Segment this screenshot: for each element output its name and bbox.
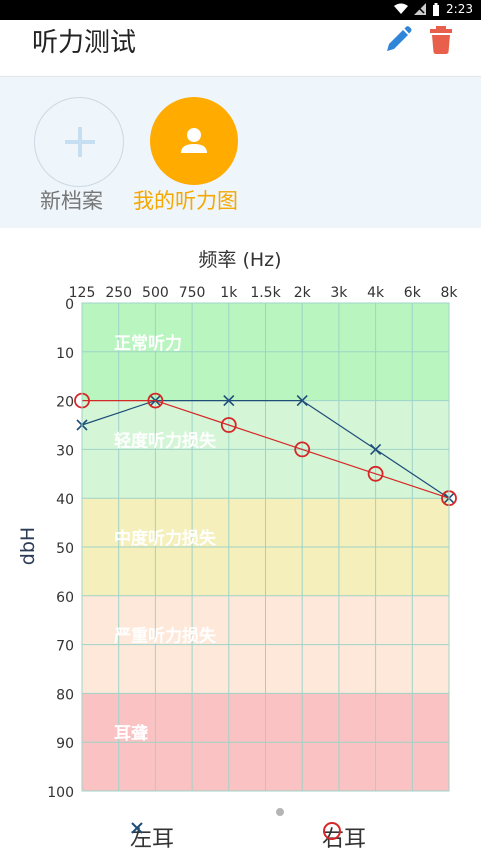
- audiogram-chart: 0 10 20 30 40 50 60 70 80 90 100 125 250 500 750 1k 1.5k…: [17, 249, 458, 801]
- y-tick-label: 10: [56, 346, 74, 362]
- plot-border: [81, 302, 450, 792]
- x-tick-label: 6k: [404, 285, 422, 301]
- legend-left-ear: 左耳: [130, 821, 174, 853]
- x-tick-label: 1.5k: [250, 285, 281, 301]
- band-label: 中度听力损失: [114, 528, 217, 549]
- app-bar: 听力测试: [0, 20, 481, 77]
- edit-icon[interactable]: [382, 24, 414, 56]
- my-audiogram-button[interactable]: [150, 97, 238, 185]
- x-tick-label: 750: [179, 285, 206, 301]
- y-tick-label: 50: [56, 541, 74, 557]
- x-tick-label: 3k: [330, 285, 348, 301]
- x-tick-label: 8k: [440, 285, 458, 301]
- y-axis-label: dbH: [17, 527, 39, 565]
- series-line-1: [82, 400, 450, 499]
- left-ear-point: [296, 395, 308, 407]
- right-ear-point: [147, 392, 164, 409]
- y-tick-label: 80: [56, 687, 74, 703]
- my-audiogram-label: 我的听力图: [133, 189, 238, 213]
- y-tick-label: 100: [47, 785, 74, 801]
- left-ear-point: [370, 443, 382, 455]
- left-ear-point: [223, 395, 235, 407]
- clock: 2:23: [446, 2, 473, 16]
- circle-marker-icon: [323, 822, 341, 840]
- page-title: 听力测试: [32, 28, 137, 58]
- battery-icon: [433, 2, 440, 16]
- y-tick-label: 0: [65, 297, 74, 313]
- right-ear-point: [367, 465, 384, 482]
- right-ear-point: [294, 441, 311, 458]
- y-tick-label: 70: [56, 639, 74, 655]
- signal-off-icon: [414, 3, 427, 15]
- cross-stroke: [370, 443, 382, 455]
- band-label: 正常听力: [114, 333, 182, 354]
- page-indicator: [276, 808, 284, 816]
- chart-title: 频率 (Hz): [198, 249, 281, 271]
- y-tick-label: 40: [56, 492, 74, 508]
- plus-icon: [65, 127, 95, 157]
- cross-stroke: [223, 395, 235, 407]
- band-label: 耳聋: [114, 723, 148, 744]
- series-line-0: [81, 400, 450, 499]
- user-icon: [181, 128, 207, 153]
- x-tick-label: 1k: [220, 285, 238, 301]
- legend-right-ear: 右耳: [322, 821, 366, 853]
- band-label: 轻度听力损失: [114, 430, 217, 451]
- legend-left-label: 左耳: [130, 827, 175, 852]
- y-tick-label: 90: [56, 736, 74, 752]
- x-tick-label: 500: [142, 285, 169, 301]
- wifi-icon: [394, 3, 409, 14]
- cross-marker-icon: [131, 822, 143, 834]
- right-ear-point: [220, 417, 237, 433]
- new-profile-button[interactable]: [34, 97, 124, 187]
- x-tick-label: 250: [105, 285, 132, 301]
- delete-icon[interactable]: [427, 24, 455, 56]
- x-tick-label: 2k: [294, 285, 312, 301]
- x-tick-label: 4k: [367, 285, 385, 301]
- y-tick-label: 30: [56, 443, 74, 459]
- band-label: 严重听力损失: [114, 626, 217, 647]
- y-tick-label: 20: [56, 395, 74, 411]
- cross-stroke: [296, 395, 308, 407]
- y-tick-label: 60: [56, 590, 74, 606]
- x-tick-label: 125: [69, 285, 96, 301]
- profile-strip: 新档案 我的听力图: [0, 77, 481, 228]
- audiogram-panel: 0 10 20 30 40 50 60 70 80 90 100 125 250 500 750 1k 1.5k…: [0, 228, 481, 856]
- new-profile-label: 新档案: [40, 189, 103, 213]
- status-bar: 2:23: [0, 0, 481, 20]
